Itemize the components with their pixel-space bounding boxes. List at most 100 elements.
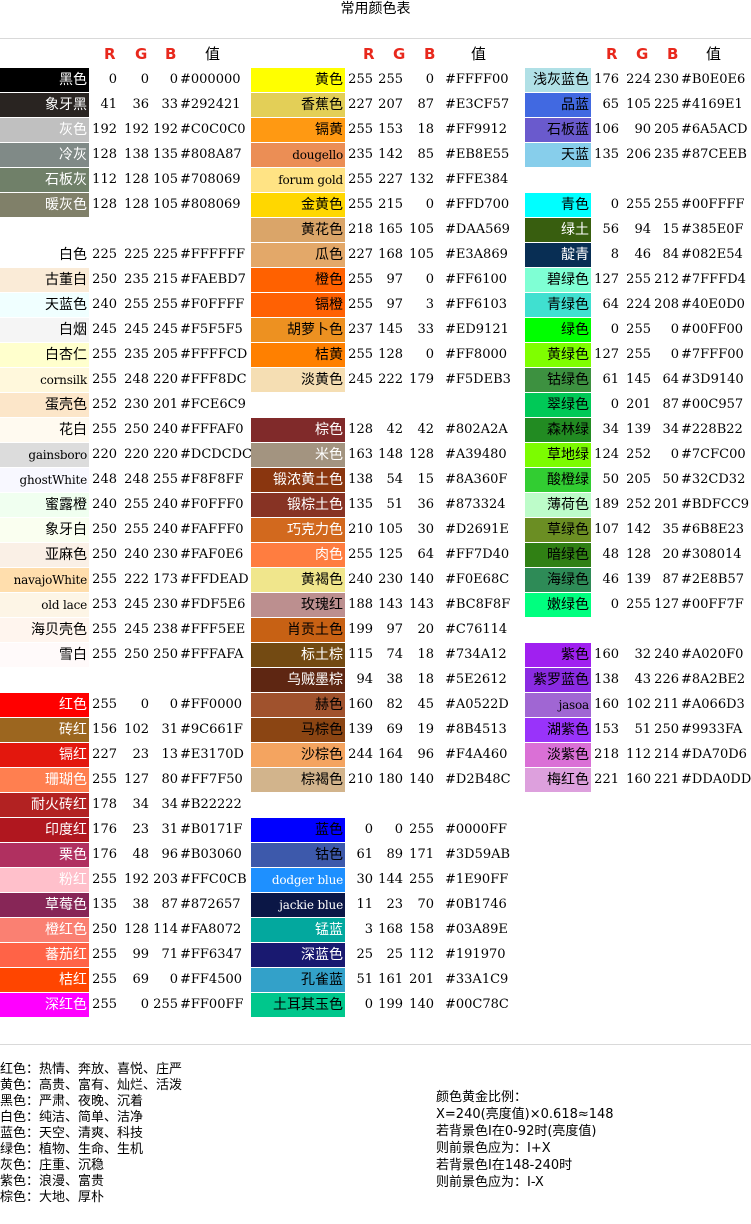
hex-value: #7CFC00 [681,447,746,462]
rgb-r-value: 255 [92,972,117,987]
color-name: 棕褐色 [301,772,343,788]
rgb-b-value: 240 [153,422,178,437]
rgb-r-value: 160 [594,647,619,662]
rgb-r-value: 192 [92,122,117,137]
color-row: 碧绿色 127 255 212 #7FFFD4 [525,268,751,293]
row-spacer [525,168,751,193]
rgb-r-value: 0 [610,322,619,337]
rgb-g-value: 105 [378,522,403,537]
rgb-b-value: 220 [153,447,178,462]
rgb-g-value: 0 [140,697,149,712]
rgb-r-value: 0 [610,197,619,212]
rgb-g-value: 145 [378,322,403,337]
rgb-g-value: 255 [626,597,651,612]
rgb-g-value: 42 [386,422,403,437]
rgb-b-value: 31 [161,722,178,737]
rgb-g-value: 225 [124,247,149,262]
rgb-r-value: 160 [594,697,619,712]
color-swatch [525,343,591,367]
rgb-r-value: 3 [364,922,373,937]
color-swatch [251,368,345,392]
color-swatch [251,493,345,517]
hex-value: #FFFAFA [180,647,244,662]
color-name: 象牙黑 [45,97,87,113]
rgb-r-value: 250 [92,272,117,287]
color-row: 玫瑰红 188 143 143 #BC8F8F [251,593,525,618]
hex-value: #8A2BE2 [681,672,746,687]
rgb-r-value: 240 [92,297,117,312]
meaning-line: 蓝色：天空、清爽、科技 [0,1126,144,1141]
color-name: 锻棕土色 [287,497,343,513]
color-swatch [251,518,345,542]
color-swatch [251,293,345,317]
rgb-g-value: 201 [626,397,651,412]
rgb-b-value: 112 [409,947,434,962]
header-r: R [104,45,116,63]
rgb-r-value: 245 [92,322,117,337]
color-swatch [0,543,89,567]
rgb-r-value: 51 [356,972,373,987]
color-swatch [0,618,89,642]
color-name: 天蓝 [561,147,589,163]
color-row: 红色 255 0 0 #FF0000 [0,693,250,718]
color-row: 淡黄色 245 222 179 #F5DEB3 [251,368,525,393]
color-name: 粉红 [59,872,87,888]
rgb-b-value: 250 [153,647,178,662]
rgb-b-value: 87 [161,897,178,912]
color-name: 香蕉色 [301,97,343,113]
color-name: 绿色 [561,322,589,338]
color-row: 桔红 255 69 0 #FF4500 [0,968,250,993]
rgb-r-value: 112 [92,172,117,187]
rgb-r-value: 48 [602,547,619,562]
rgb-b-value: 45 [417,697,434,712]
rgb-r-value: 127 [594,347,619,362]
hex-value: #00FF00 [681,322,744,337]
color-name: 红色 [59,697,87,713]
color-column-1: R G B 值黑色 0 0 0 #000000 象牙黑 41 36 33 #292421 灰色 192 192… [0,40,252,1018]
rgb-r-value: 176 [594,72,619,87]
row-spacer [0,218,250,243]
rgb-r-value: 135 [594,147,619,162]
rgb-r-value: 250 [92,547,117,562]
header-r: R [606,45,618,63]
meaning-line: 黑色：严肃、夜晚、沉着 [0,1094,144,1109]
color-name: gainsboro [28,448,87,462]
color-swatch [251,568,345,592]
rgb-b-value: 171 [409,847,434,862]
hex-value: #292421 [180,97,241,112]
color-row: 巧克力色 210 105 30 #D2691E [251,518,525,543]
rgb-b-value: 230 [153,597,178,612]
hex-value: #ED9121 [445,322,509,337]
rgb-g-value: 222 [378,372,403,387]
rgb-g-value: 250 [124,422,149,437]
color-row: 白杏仁 255 235 205 #FFFFCD [0,343,250,368]
hex-value: #A0522D [445,697,509,712]
meaning-line: 白色：纯洁、简单、洁净 [0,1110,144,1125]
color-name: 石板灰 [45,172,87,188]
color-row: 沙棕色 244 164 96 #F4A460 [251,743,525,768]
rgb-g-value: 128 [626,547,651,562]
color-name: 钴绿色 [547,372,589,388]
rgb-b-value: 13 [161,747,178,762]
header-r: R [363,45,375,63]
rgb-b-value: 143 [409,597,434,612]
rgb-g-value: 180 [378,772,403,787]
rgb-r-value: 240 [348,572,373,587]
rgb-g-value: 43 [634,672,651,687]
rgb-g-value: 36 [132,97,149,112]
rgb-b-value: 85 [417,147,434,162]
color-name: 暗绿色 [547,547,589,563]
color-name: 雪白 [59,647,87,663]
color-row: navajoWhite 255 222 173 #FFDEAD [0,568,250,593]
color-row: 钴绿色 61 145 64 #3D9140 [525,368,751,393]
color-swatch [251,843,345,867]
color-swatch [251,443,345,467]
rgb-r-value: 61 [356,847,373,862]
hex-value: #32CD32 [681,472,746,487]
color-name: 橙色 [315,272,343,288]
rgb-r-value: 218 [594,747,619,762]
rgb-r-value: 189 [594,497,619,512]
rgb-g-value: 245 [124,622,149,637]
color-row: 蕃茄红 255 99 71 #FF6347 [0,943,250,968]
rgb-b-value: 64 [662,372,679,387]
